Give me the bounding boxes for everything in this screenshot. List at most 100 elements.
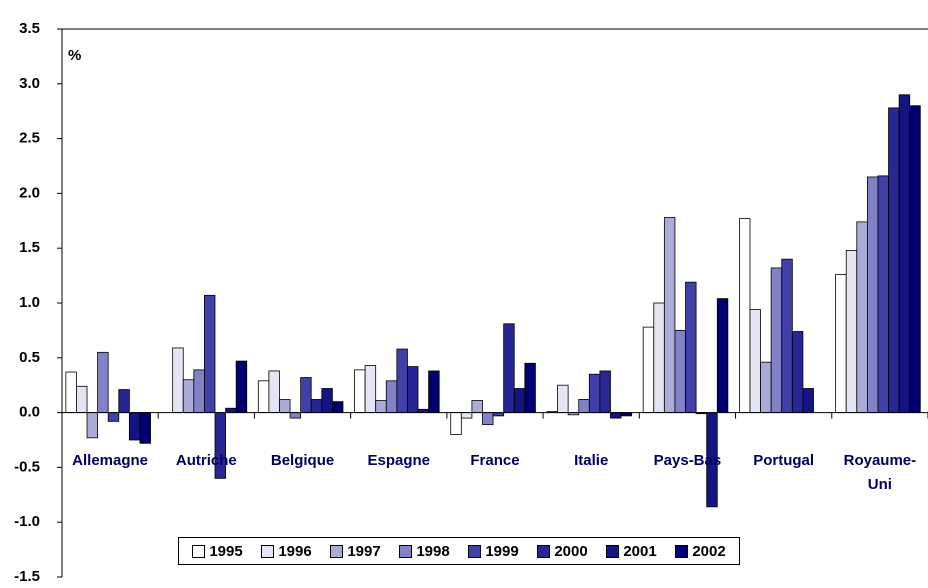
x-tick-label: Espagne bbox=[367, 452, 431, 469]
legend-label: 1996 bbox=[278, 542, 312, 560]
y-tick-label: -1.5 bbox=[14, 568, 40, 585]
legend-item: 1995 bbox=[192, 542, 243, 560]
bar bbox=[888, 107, 900, 413]
x-tick-label: Allemagne bbox=[72, 452, 149, 469]
legend-swatch bbox=[675, 544, 689, 558]
bar bbox=[781, 258, 793, 414]
x-tick-label: Belgique bbox=[270, 452, 335, 469]
bar bbox=[257, 380, 270, 414]
bar bbox=[385, 380, 398, 414]
bar bbox=[760, 361, 772, 413]
bar bbox=[642, 326, 655, 413]
bar bbox=[193, 369, 205, 413]
legend: 1995 1996 1997 1998 1999 2000 2001 2002 bbox=[178, 537, 740, 565]
bar bbox=[770, 267, 783, 414]
legend-label: 2002 bbox=[692, 542, 726, 560]
y-axis-label: % bbox=[68, 47, 81, 64]
legend-item: 1996 bbox=[261, 542, 312, 560]
legend-label: 2000 bbox=[554, 542, 588, 560]
bar bbox=[513, 388, 526, 414]
bar bbox=[225, 407, 237, 414]
bar bbox=[588, 373, 601, 413]
y-tick-label: 0.5 bbox=[19, 349, 40, 366]
legend-item: 1998 bbox=[399, 542, 450, 560]
bar bbox=[866, 176, 879, 414]
x-tick-label: Portugal bbox=[753, 452, 815, 469]
bar bbox=[354, 369, 366, 413]
bar bbox=[610, 412, 622, 419]
y-tick-label: 0.0 bbox=[19, 404, 40, 421]
bar bbox=[321, 388, 333, 414]
bar bbox=[289, 412, 302, 419]
bar bbox=[739, 218, 751, 414]
y-tick-label: 3.0 bbox=[19, 75, 40, 92]
x-tick-label: France bbox=[470, 452, 520, 469]
legend-swatch bbox=[261, 544, 275, 558]
bar bbox=[300, 377, 312, 414]
bar bbox=[407, 366, 419, 413]
y-tick-label: -1.0 bbox=[14, 513, 40, 530]
bar bbox=[716, 298, 729, 413]
bar bbox=[482, 412, 494, 426]
bar bbox=[557, 384, 569, 414]
legend-swatch bbox=[468, 544, 482, 558]
bar bbox=[172, 347, 184, 414]
legend-swatch bbox=[192, 544, 206, 558]
bar bbox=[396, 348, 408, 414]
bar bbox=[877, 175, 889, 413]
y-tick-label: 1.0 bbox=[19, 294, 40, 311]
x-tick-label: Pays-Bas bbox=[653, 452, 722, 469]
x-tick-label: Autriche bbox=[175, 452, 237, 469]
bar bbox=[599, 370, 611, 413]
bar bbox=[86, 412, 99, 439]
bar bbox=[856, 221, 868, 413]
legend-swatch bbox=[606, 544, 620, 558]
legend-item: 1999 bbox=[468, 543, 519, 560]
legend-label: 1997 bbox=[347, 542, 381, 560]
bar bbox=[235, 360, 248, 414]
bar bbox=[268, 370, 280, 413]
legend-label: 1995 bbox=[209, 542, 243, 560]
bar bbox=[107, 412, 120, 422]
bar bbox=[471, 400, 483, 414]
bar bbox=[845, 249, 858, 413]
bar bbox=[428, 370, 440, 413]
x-tick-label: Royaume-Uni bbox=[843, 452, 917, 493]
bar bbox=[182, 379, 195, 414]
bar bbox=[97, 351, 109, 414]
legend-swatch bbox=[330, 544, 344, 558]
bar bbox=[791, 331, 804, 413]
legend-swatch bbox=[537, 544, 551, 558]
legend-item: 2002 bbox=[675, 542, 726, 560]
y-tick-label: -0.5 bbox=[14, 458, 40, 475]
legend-item: 2001 bbox=[606, 542, 657, 560]
x-tick-label: Italie bbox=[574, 452, 609, 469]
bar bbox=[460, 412, 473, 419]
bar bbox=[279, 399, 291, 413]
legend-label: 2001 bbox=[623, 542, 657, 560]
bar bbox=[653, 302, 665, 413]
bar bbox=[128, 412, 141, 441]
bar bbox=[898, 94, 911, 413]
legend-item: 2000 bbox=[537, 542, 588, 560]
bar bbox=[331, 401, 344, 414]
bar bbox=[204, 294, 216, 414]
legend-label: 1998 bbox=[416, 542, 450, 560]
bar bbox=[835, 274, 847, 413]
y-tick-label: 2.5 bbox=[19, 130, 40, 147]
bar bbox=[663, 217, 676, 413]
bar bbox=[375, 400, 387, 414]
bar bbox=[503, 323, 515, 414]
bar bbox=[118, 389, 130, 414]
bar bbox=[674, 329, 686, 413]
y-tick-label: 2.0 bbox=[19, 184, 40, 201]
bar bbox=[76, 385, 88, 413]
bar bbox=[749, 309, 761, 413]
bar bbox=[65, 371, 77, 414]
bar bbox=[685, 281, 697, 413]
legend-item: 1997 bbox=[330, 542, 381, 560]
legend-swatch bbox=[399, 544, 413, 558]
y-tick-label: 1.5 bbox=[19, 239, 40, 256]
